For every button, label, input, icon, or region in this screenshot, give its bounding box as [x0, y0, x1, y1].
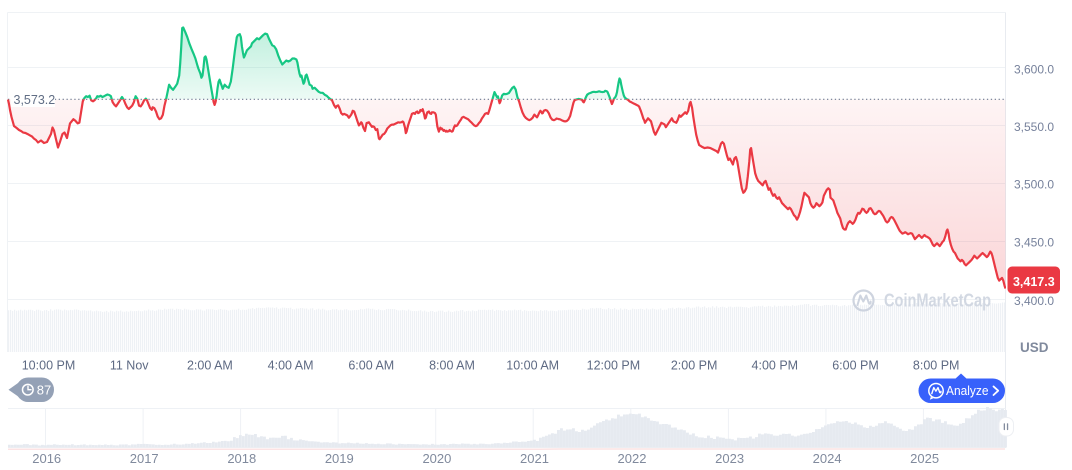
svg-text:6:00 PM: 6:00 PM — [832, 359, 879, 373]
svg-text:87: 87 — [37, 382, 51, 397]
svg-text:4:00 AM: 4:00 AM — [268, 359, 314, 373]
svg-text:2:00 AM: 2:00 AM — [187, 359, 233, 373]
svg-text:3,573.2: 3,573.2 — [14, 93, 56, 107]
svg-text:2021: 2021 — [520, 451, 549, 466]
svg-text:3,600.0: 3,600.0 — [1014, 63, 1054, 77]
svg-text:10:00 AM: 10:00 AM — [506, 359, 559, 373]
svg-text:2017: 2017 — [130, 451, 159, 466]
svg-text:8:00 PM: 8:00 PM — [913, 359, 960, 373]
svg-text:Analyze: Analyze — [946, 383, 989, 398]
svg-text:3,500.0: 3,500.0 — [1014, 178, 1054, 192]
svg-text:12:00 PM: 12:00 PM — [587, 359, 641, 373]
svg-text:3,417.3: 3,417.3 — [1013, 275, 1055, 289]
svg-text:2022: 2022 — [618, 451, 647, 466]
svg-text:4:00 PM: 4:00 PM — [752, 359, 799, 373]
svg-text:3,450.0: 3,450.0 — [1014, 236, 1054, 250]
svg-text:3,550.0: 3,550.0 — [1014, 120, 1054, 134]
svg-text:2018: 2018 — [227, 451, 256, 466]
svg-text:2020: 2020 — [422, 451, 451, 466]
svg-text:2:00 PM: 2:00 PM — [671, 359, 718, 373]
svg-text:2023: 2023 — [715, 451, 744, 466]
svg-text:11 Nov: 11 Nov — [110, 359, 149, 373]
svg-text:3,400.0: 3,400.0 — [1014, 294, 1054, 308]
svg-text:2025: 2025 — [910, 451, 939, 466]
svg-text:6:00 AM: 6:00 AM — [348, 359, 394, 373]
svg-text:10:00 PM: 10:00 PM — [22, 359, 76, 373]
svg-text:2024: 2024 — [813, 451, 842, 466]
svg-text:CoinMarketCap: CoinMarketCap — [884, 290, 991, 311]
svg-text:2016: 2016 — [32, 451, 61, 466]
svg-text:2019: 2019 — [325, 451, 354, 466]
svg-text:8:00 AM: 8:00 AM — [429, 359, 475, 373]
svg-text:USD: USD — [1020, 340, 1049, 355]
